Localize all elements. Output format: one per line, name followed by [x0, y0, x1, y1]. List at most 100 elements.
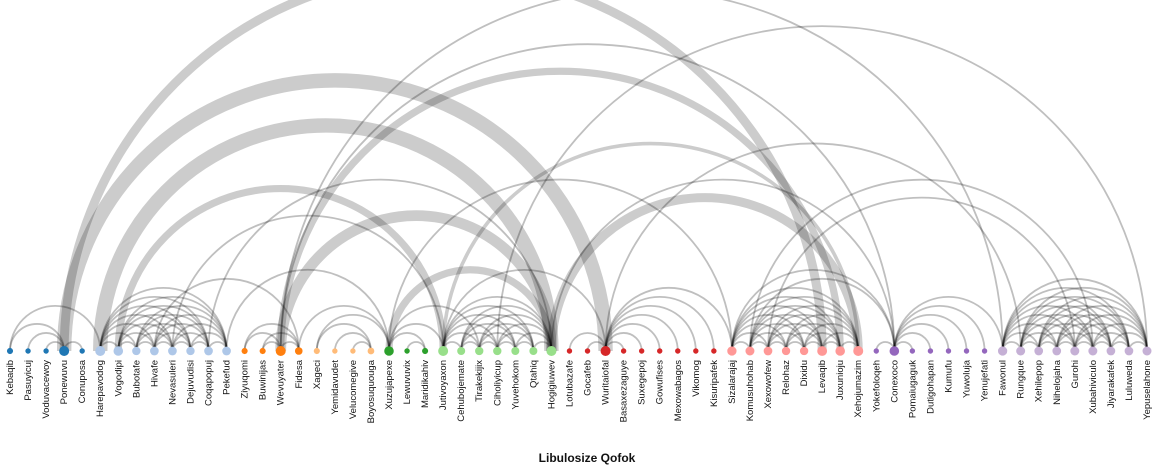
node-dot[interactable]: [763, 346, 773, 356]
link-arc: [731, 304, 824, 352]
node-dot[interactable]: [781, 346, 791, 356]
node-dot[interactable]: [566, 348, 573, 354]
node-dot[interactable]: [493, 346, 502, 356]
node-dot[interactable]: [675, 348, 681, 354]
node-dot[interactable]: [693, 348, 699, 354]
node-dot[interactable]: [997, 346, 1008, 356]
link-arc: [1091, 332, 1130, 352]
link-arc: [9, 323, 66, 352]
node-dot[interactable]: [546, 346, 557, 356]
link-arc: [1019, 314, 1094, 352]
node-dot[interactable]: [529, 346, 538, 356]
node-dot[interactable]: [835, 346, 845, 356]
node-dot[interactable]: [945, 348, 952, 354]
link-arc: [99, 287, 228, 352]
node-label: Dixidu: [799, 360, 810, 386]
link-arc: [99, 323, 156, 352]
link-arc: [1037, 295, 1148, 352]
node-dot[interactable]: [927, 348, 934, 354]
node-dot[interactable]: [963, 348, 970, 354]
node-dot[interactable]: [350, 348, 356, 354]
node-dot[interactable]: [1142, 346, 1152, 356]
link-arc: [767, 323, 824, 352]
node-dot[interactable]: [222, 346, 231, 356]
node-dot[interactable]: [1034, 346, 1044, 356]
link-arc: [135, 323, 192, 352]
link-arc: [99, 295, 210, 352]
node-label: Pekefud: [222, 360, 233, 395]
node-dot[interactable]: [817, 346, 828, 356]
node-label: Komusuhohab: [745, 360, 756, 421]
node-dot[interactable]: [186, 346, 195, 356]
node-dot[interactable]: [150, 346, 159, 356]
node-dot[interactable]: [909, 348, 916, 354]
node-dot[interactable]: [241, 347, 248, 355]
node-dot[interactable]: [1052, 346, 1062, 356]
node-dot[interactable]: [113, 346, 124, 356]
node-label: Xexowofew: [763, 360, 774, 409]
node-dot[interactable]: [79, 348, 85, 354]
node-dot[interactable]: [367, 347, 375, 355]
node-label: Harepavodog: [95, 360, 106, 417]
node-dot[interactable]: [511, 346, 520, 356]
node-dot[interactable]: [799, 346, 809, 356]
node-dot[interactable]: [1016, 346, 1026, 356]
link-arc: [767, 332, 805, 352]
link-arc: [767, 196, 1076, 352]
node-dot[interactable]: [25, 348, 31, 354]
node-dot[interactable]: [275, 346, 286, 356]
node-dot[interactable]: [404, 348, 410, 354]
node-dot[interactable]: [711, 348, 717, 354]
node-label: Ziyuqomi: [240, 360, 251, 399]
node-label: Nihelojaha: [1052, 359, 1063, 405]
node-dot[interactable]: [1106, 346, 1116, 356]
node-label: Dutigohapan: [925, 360, 936, 414]
link-arc: [749, 323, 805, 352]
node-dot[interactable]: [457, 346, 466, 356]
link-arc: [315, 314, 390, 352]
node-label: Maridikahiv: [420, 360, 431, 408]
node-dot[interactable]: [294, 347, 303, 355]
node-dot[interactable]: [584, 348, 591, 354]
node-dot[interactable]: [638, 348, 645, 354]
node-dot[interactable]: [204, 346, 213, 356]
node-dot[interactable]: [620, 348, 627, 354]
node-dot[interactable]: [1088, 346, 1098, 356]
node-label: Velucomegive: [348, 360, 359, 419]
link-arc: [785, 323, 842, 352]
node-dot[interactable]: [600, 346, 611, 356]
node-dot[interactable]: [168, 346, 177, 356]
link-arc: [442, 304, 535, 352]
node-dot[interactable]: [59, 346, 70, 356]
node-label: Lewuvuvix: [402, 360, 413, 405]
node-dot[interactable]: [384, 346, 394, 356]
link-arc: [406, 341, 426, 352]
node-dot[interactable]: [1070, 346, 1080, 356]
link-arc: [1001, 323, 1058, 352]
node-dot[interactable]: [438, 346, 449, 356]
link-arc: [1037, 332, 1076, 352]
node-dot[interactable]: [727, 346, 737, 356]
link-arc: [1001, 304, 1094, 352]
node-dot[interactable]: [313, 347, 320, 355]
node-dot[interactable]: [853, 346, 864, 356]
node-dot[interactable]: [95, 346, 106, 356]
node-dot[interactable]: [43, 348, 49, 354]
link-arc: [731, 296, 842, 352]
node-label: Xuzujapexe: [384, 360, 395, 410]
node-dot[interactable]: [259, 347, 266, 355]
node-dot[interactable]: [332, 348, 338, 354]
node-label: Kebaqib: [5, 360, 16, 395]
node-dot[interactable]: [132, 346, 141, 356]
node-dot[interactable]: [657, 348, 663, 354]
node-dot[interactable]: [422, 347, 429, 355]
node-dot[interactable]: [873, 348, 879, 354]
node-dot[interactable]: [889, 346, 900, 356]
link-arc: [207, 178, 553, 352]
node-dot[interactable]: [981, 348, 988, 354]
node-dot[interactable]: [6, 347, 14, 355]
node-label: Yemidavudet: [330, 360, 341, 415]
node-dot[interactable]: [475, 346, 484, 356]
node-dot[interactable]: [1124, 346, 1134, 356]
node-dot[interactable]: [745, 346, 755, 356]
